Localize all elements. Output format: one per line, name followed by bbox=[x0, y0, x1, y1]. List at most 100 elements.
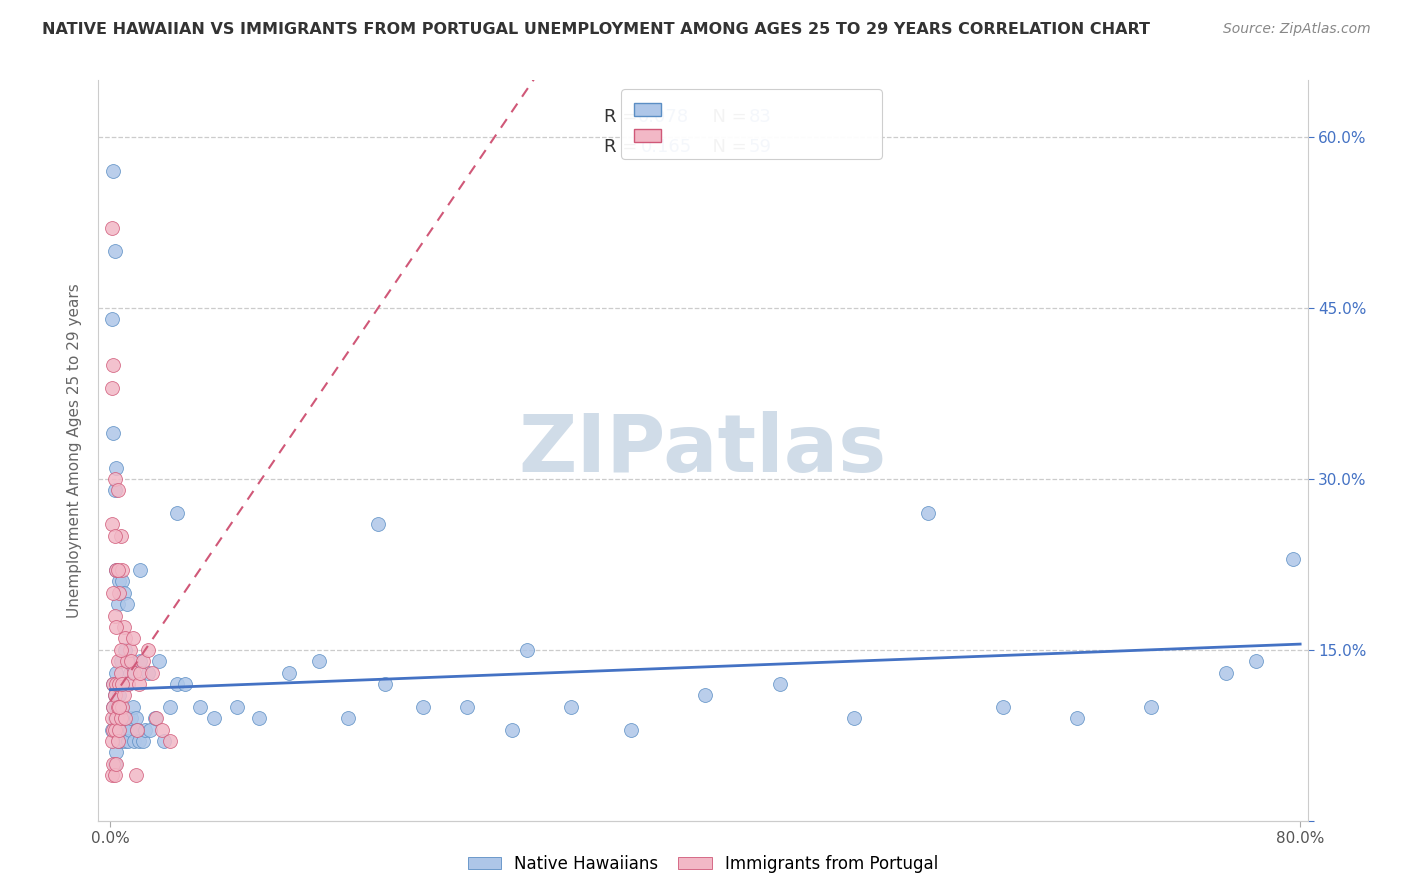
Point bbox=[129, 665, 152, 680]
Point bbox=[101, 221, 124, 235]
Point bbox=[768, 677, 790, 691]
Point bbox=[127, 723, 149, 737]
Point bbox=[105, 563, 128, 577]
Point bbox=[105, 563, 128, 577]
Point bbox=[456, 699, 478, 714]
Point bbox=[136, 665, 159, 680]
Point bbox=[277, 665, 299, 680]
Point bbox=[145, 711, 167, 725]
Point bbox=[247, 711, 270, 725]
Y-axis label: Unemployment Among Ages 25 to 29 years: Unemployment Among Ages 25 to 29 years bbox=[67, 283, 83, 618]
Point bbox=[1215, 665, 1237, 680]
Point bbox=[111, 677, 134, 691]
Text: 59: 59 bbox=[749, 138, 772, 156]
Point bbox=[103, 164, 125, 178]
Point bbox=[128, 734, 150, 748]
Text: N =: N = bbox=[700, 108, 752, 127]
Point bbox=[108, 723, 131, 737]
Point bbox=[103, 723, 125, 737]
Point bbox=[101, 312, 124, 326]
Point bbox=[204, 711, 226, 725]
Point bbox=[101, 734, 124, 748]
Text: R =: R = bbox=[603, 108, 643, 127]
Point bbox=[159, 699, 181, 714]
Point bbox=[225, 699, 247, 714]
Point bbox=[110, 734, 132, 748]
Point bbox=[1066, 711, 1088, 725]
Point bbox=[115, 654, 138, 668]
Point bbox=[136, 642, 159, 657]
Point bbox=[105, 620, 128, 634]
Point bbox=[103, 677, 125, 691]
Point bbox=[501, 723, 523, 737]
Point bbox=[105, 711, 128, 725]
Point bbox=[117, 654, 139, 668]
Point bbox=[103, 426, 125, 441]
Point bbox=[105, 756, 128, 771]
Point bbox=[101, 517, 124, 532]
Point bbox=[110, 642, 132, 657]
Point bbox=[143, 711, 166, 725]
Point bbox=[103, 586, 125, 600]
Legend:                                   ,                                   : , bbox=[621, 89, 882, 159]
Point bbox=[166, 506, 188, 520]
Point bbox=[104, 689, 127, 703]
Point bbox=[107, 711, 129, 725]
Point bbox=[122, 665, 145, 680]
Point bbox=[991, 699, 1014, 714]
Point bbox=[108, 689, 131, 703]
Point bbox=[114, 632, 136, 646]
Point bbox=[104, 723, 127, 737]
Point bbox=[101, 768, 124, 782]
Point bbox=[1281, 551, 1303, 566]
Point bbox=[103, 358, 125, 372]
Text: N =: N = bbox=[700, 138, 752, 156]
Point bbox=[412, 699, 434, 714]
Point bbox=[107, 699, 129, 714]
Point bbox=[107, 734, 129, 748]
Point bbox=[110, 665, 132, 680]
Point bbox=[108, 723, 131, 737]
Point bbox=[103, 699, 125, 714]
Point bbox=[1244, 654, 1267, 668]
Point bbox=[107, 677, 129, 691]
Point bbox=[112, 689, 135, 703]
Point bbox=[114, 642, 136, 657]
Point bbox=[118, 642, 141, 657]
Point bbox=[153, 734, 176, 748]
Point bbox=[120, 654, 142, 668]
Point bbox=[112, 586, 135, 600]
Point bbox=[129, 654, 152, 668]
Point bbox=[695, 689, 717, 703]
Point bbox=[105, 460, 128, 475]
Legend: Native Hawaiians, Immigrants from Portugal: Native Hawaiians, Immigrants from Portug… bbox=[461, 848, 945, 880]
Text: 83: 83 bbox=[749, 108, 772, 127]
Point bbox=[110, 529, 132, 543]
Point bbox=[141, 665, 163, 680]
Point bbox=[112, 723, 135, 737]
Point bbox=[101, 723, 124, 737]
Point bbox=[120, 711, 142, 725]
Point bbox=[516, 642, 538, 657]
Point bbox=[104, 711, 127, 725]
Text: ZIPatlas: ZIPatlas bbox=[519, 411, 887, 490]
Point bbox=[111, 699, 134, 714]
Point bbox=[107, 563, 129, 577]
Point bbox=[110, 699, 132, 714]
Point bbox=[1140, 699, 1163, 714]
Point bbox=[121, 699, 143, 714]
Point bbox=[128, 677, 150, 691]
Point bbox=[101, 711, 124, 725]
Point bbox=[121, 632, 143, 646]
Point bbox=[166, 677, 188, 691]
Point bbox=[560, 699, 582, 714]
Point bbox=[101, 381, 124, 395]
Point bbox=[108, 677, 131, 691]
Point bbox=[188, 699, 211, 714]
Point bbox=[150, 723, 173, 737]
Text: 0.078: 0.078 bbox=[638, 108, 689, 127]
Point bbox=[114, 711, 136, 725]
Point bbox=[108, 699, 131, 714]
Point bbox=[103, 699, 125, 714]
Point bbox=[104, 529, 127, 543]
